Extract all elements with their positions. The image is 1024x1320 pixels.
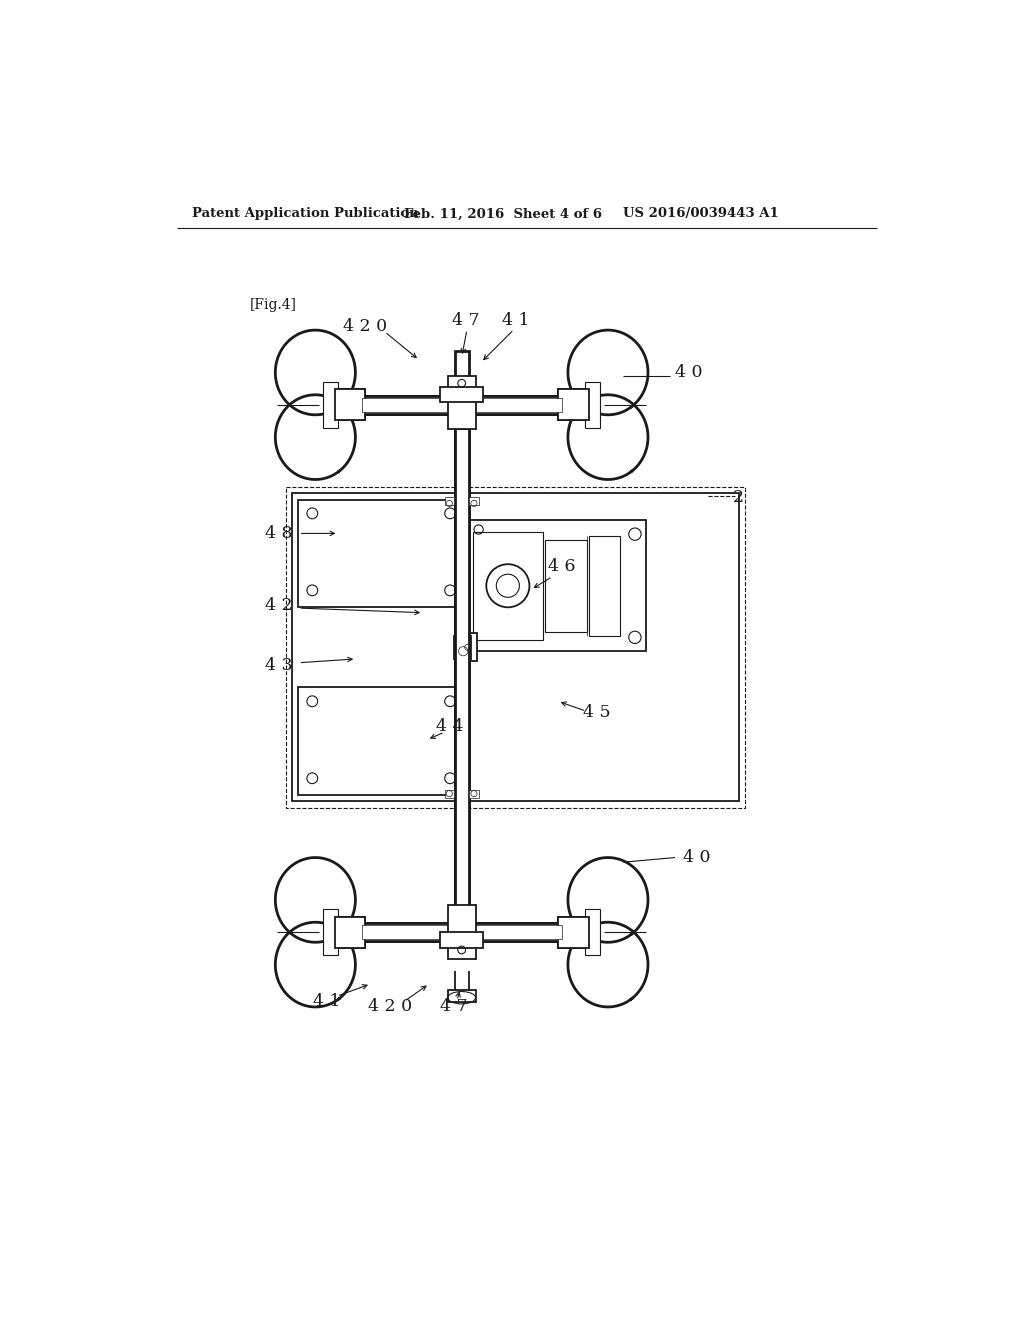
Bar <box>558 389 589 420</box>
Text: 4 0: 4 0 <box>675 364 702 381</box>
Text: 4 2 0: 4 2 0 <box>343 318 387 335</box>
Bar <box>464 640 469 655</box>
Bar <box>473 532 543 640</box>
Text: 4 2 0: 4 2 0 <box>368 998 412 1015</box>
Bar <box>361 925 562 940</box>
Polygon shape <box>275 330 355 414</box>
Text: 4 8: 4 8 <box>264 525 292 543</box>
Bar <box>447 990 475 1002</box>
Polygon shape <box>275 858 355 942</box>
Circle shape <box>486 564 529 607</box>
Bar <box>469 498 478 506</box>
Polygon shape <box>275 395 355 479</box>
Bar <box>357 923 565 941</box>
Bar <box>455 351 469 944</box>
Bar <box>292 494 739 801</box>
Bar <box>357 396 565 414</box>
Text: 2: 2 <box>733 488 744 506</box>
Text: 4 2: 4 2 <box>264 597 292 614</box>
Text: 4 5: 4 5 <box>583 705 610 721</box>
Bar <box>558 389 589 420</box>
Bar <box>558 917 589 948</box>
Bar <box>447 376 475 429</box>
Bar <box>455 428 469 909</box>
Bar <box>585 920 593 945</box>
Bar <box>323 909 339 956</box>
Bar <box>323 381 339 428</box>
Polygon shape <box>568 330 648 414</box>
Bar <box>440 387 483 403</box>
Bar <box>331 392 339 417</box>
Text: Patent Application Publication: Patent Application Publication <box>193 207 419 220</box>
Bar <box>286 487 745 808</box>
Circle shape <box>497 574 519 597</box>
Text: 4 3: 4 3 <box>264 656 292 673</box>
Bar <box>361 397 562 412</box>
Bar <box>447 906 475 960</box>
Text: US 2016/0039443 A1: US 2016/0039443 A1 <box>624 207 779 220</box>
Bar <box>469 789 478 797</box>
Bar <box>335 389 366 420</box>
Bar <box>331 920 339 945</box>
Polygon shape <box>275 923 355 1007</box>
Bar <box>585 392 593 417</box>
Text: 4 1: 4 1 <box>313 993 341 1010</box>
Bar <box>335 917 366 948</box>
Bar <box>444 498 454 506</box>
Bar <box>454 636 471 659</box>
Bar <box>357 923 565 941</box>
Bar <box>335 389 366 420</box>
Text: 4 7: 4 7 <box>440 998 468 1015</box>
Bar <box>585 381 600 428</box>
Bar <box>440 932 483 948</box>
Text: 4 7: 4 7 <box>452 312 479 329</box>
Bar <box>469 520 646 651</box>
Text: Feb. 11, 2016  Sheet 4 of 6: Feb. 11, 2016 Sheet 4 of 6 <box>403 207 602 220</box>
Bar <box>335 917 366 948</box>
Bar <box>460 634 477 661</box>
Bar <box>545 540 587 632</box>
Bar <box>558 917 589 948</box>
Bar <box>444 789 454 797</box>
Bar <box>298 499 464 607</box>
Text: 4 6: 4 6 <box>548 558 575 576</box>
Bar <box>585 909 600 956</box>
Text: [Fig.4]: [Fig.4] <box>250 297 297 312</box>
Polygon shape <box>568 395 648 479</box>
Text: 4 4: 4 4 <box>436 718 464 735</box>
Bar <box>298 688 464 795</box>
Text: 4 0: 4 0 <box>683 849 711 866</box>
Bar <box>357 396 565 414</box>
Text: 4 1: 4 1 <box>502 312 529 329</box>
Polygon shape <box>568 923 648 1007</box>
Bar <box>589 536 620 636</box>
Polygon shape <box>568 858 648 942</box>
